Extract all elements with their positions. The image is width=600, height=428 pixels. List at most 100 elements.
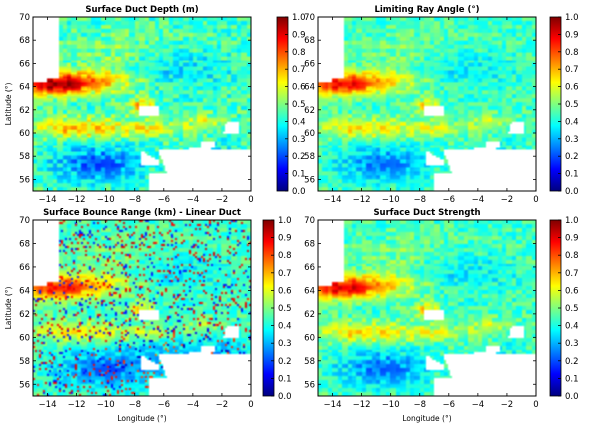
axes-frame bbox=[32, 219, 252, 397]
panel-title: Surface Duct Depth (m) bbox=[85, 5, 198, 15]
colorbar-tick-label: 0.2 bbox=[292, 152, 306, 162]
y-tick-label: 66 bbox=[19, 263, 30, 273]
y-tick-label: 68 bbox=[19, 239, 30, 249]
colorbar-tick-label: 0.6 bbox=[565, 286, 579, 296]
y-tick-label: 70 bbox=[19, 216, 30, 226]
colorbar-tick-label: 0.8 bbox=[565, 251, 579, 261]
y-tick-label: 56 bbox=[19, 175, 30, 185]
x-tick-label: −12 bbox=[353, 400, 371, 410]
colorbar-tick-label: 0.3 bbox=[278, 339, 292, 349]
colorbar-tick-label: 0.8 bbox=[292, 48, 306, 58]
heatmap-cells bbox=[33, 17, 251, 191]
y-tick-label: 58 bbox=[19, 152, 30, 162]
axes-frame bbox=[317, 16, 537, 192]
x-tick-label: −8 bbox=[413, 400, 426, 410]
colorbar: 0.0 0.1 0.2 0.3 0.4 0.5 0.6 0.7 0.8 0.9 1.0 bbox=[549, 13, 579, 197]
x-tick-label: −14 bbox=[39, 400, 57, 410]
colorbar-tick-label: 0.5 bbox=[565, 100, 579, 110]
map-panel-4: Surface Duct Strength −14 −12 −10 −8 −6 −4 −2 0 5… bbox=[304, 208, 578, 423]
y-tick-label: 56 bbox=[19, 380, 30, 390]
panel-title: Limiting Ray Angle (°) bbox=[374, 5, 479, 15]
y-tick-label: 62 bbox=[19, 310, 30, 320]
x-tick-label: −14 bbox=[324, 400, 342, 410]
y-tick-label: 60 bbox=[304, 129, 315, 139]
colorbar-tick-label: 0.0 bbox=[565, 392, 579, 402]
panel-title: Surface Duct Strength bbox=[373, 208, 480, 218]
x-tick-label: −6 bbox=[443, 400, 456, 410]
x-tick-label: 0 bbox=[533, 195, 538, 205]
x-axis-label: Longitude (°) bbox=[402, 414, 451, 423]
x-tick-label: −6 bbox=[158, 400, 171, 410]
x-axis-label: Longitude (°) bbox=[117, 414, 166, 423]
x-tick-label: 0 bbox=[248, 195, 253, 205]
colorbar-tick-label: 0.3 bbox=[565, 339, 579, 349]
colorbar-tick-label: 0.1 bbox=[565, 374, 579, 384]
x-tick-label: −4 bbox=[472, 195, 485, 205]
colorbar-tick-label: 0.9 bbox=[292, 30, 306, 40]
y-tick-label: 56 bbox=[304, 380, 315, 390]
colorbar-tick-label: 0.4 bbox=[565, 322, 579, 332]
colorbar-tick-label: 0.7 bbox=[565, 65, 579, 75]
y-tick-label: 62 bbox=[304, 310, 315, 320]
x-tick-label: −12 bbox=[353, 195, 371, 205]
colorbar: 0.0 0.1 0.2 0.3 0.4 0.5 0.6 0.7 0.8 0.9 1.0 bbox=[262, 216, 292, 402]
colorbar-tick-label: 0.7 bbox=[278, 269, 292, 279]
colorbar-tick-label: 0.7 bbox=[565, 269, 579, 279]
colorbar-tick-label: 0.5 bbox=[565, 304, 579, 314]
colorbar-tick-label: 1.0 bbox=[565, 216, 579, 226]
colorbar-tick-label: 1.0 bbox=[292, 13, 306, 23]
axes-frame bbox=[32, 16, 252, 192]
x-tick-label: −4 bbox=[472, 400, 485, 410]
colorbar-tick-label: 0.2 bbox=[278, 357, 292, 367]
y-tick-label: 66 bbox=[304, 263, 315, 273]
y-tick-label: 68 bbox=[304, 239, 315, 249]
x-tick-label: −4 bbox=[187, 195, 200, 205]
x-tick-label: −10 bbox=[97, 195, 115, 205]
x-tick-label: −8 bbox=[128, 195, 141, 205]
y-tick-label: 62 bbox=[304, 106, 315, 116]
colorbar-tick-label: 0.5 bbox=[292, 100, 306, 110]
x-tick-label: −14 bbox=[39, 195, 57, 205]
colorbar-tick-label: 0.2 bbox=[565, 357, 579, 367]
colorbar-tick-label: 0.6 bbox=[278, 286, 292, 296]
colorbar-tick-label: 0.7 bbox=[292, 65, 306, 75]
y-tick-label: 64 bbox=[304, 286, 315, 296]
colorbar-tick-label: 0.6 bbox=[565, 83, 579, 93]
y-tick-label: 66 bbox=[19, 59, 30, 69]
y-tick-label: 70 bbox=[19, 13, 30, 23]
y-axis-label: Latitude (°) bbox=[4, 287, 13, 330]
colorbar-tick-label: 0.0 bbox=[278, 392, 292, 402]
x-tick-label: −12 bbox=[68, 195, 86, 205]
colorbar-tick-label: 1.0 bbox=[278, 216, 292, 226]
colorbar-tick-label: 0.8 bbox=[565, 48, 579, 58]
x-tick-label: −14 bbox=[324, 195, 342, 205]
y-tick-label: 68 bbox=[304, 36, 315, 46]
y-tick-label: 58 bbox=[19, 357, 30, 367]
y-tick-label: 60 bbox=[19, 333, 30, 343]
colorbar-tick-label: 0.4 bbox=[278, 322, 292, 332]
x-tick-label: −10 bbox=[382, 195, 400, 205]
y-tick-label: 58 bbox=[304, 152, 315, 162]
y-tick-label: 66 bbox=[304, 59, 315, 69]
x-tick-label: −6 bbox=[443, 195, 456, 205]
colorbar-tick-label: 0.6 bbox=[292, 83, 306, 93]
axes-frame bbox=[317, 219, 537, 397]
colorbar-tick-label: 0.1 bbox=[278, 374, 292, 384]
colorbar-tick-label: 0.9 bbox=[278, 234, 292, 244]
colorbar-tick-label: 0.1 bbox=[292, 170, 306, 180]
x-tick-label: 0 bbox=[248, 400, 253, 410]
y-tick-label: 58 bbox=[304, 357, 315, 367]
colorbar-tick-label: 0.9 bbox=[565, 234, 579, 244]
x-tick-label: −4 bbox=[187, 400, 200, 410]
x-tick-label: −10 bbox=[382, 400, 400, 410]
x-tick-label: −2 bbox=[501, 400, 514, 410]
map-panel-1: Surface Duct Depth (m) −14 −12 −10 −8 −6 −4 −2 0… bbox=[4, 5, 306, 205]
colorbar-tick-label: 0.8 bbox=[278, 251, 292, 261]
x-tick-label: 0 bbox=[533, 400, 538, 410]
panel-title: Surface Bounce Range (km) - Linear Duct bbox=[43, 208, 241, 218]
y-axis-label: Latitude (°) bbox=[4, 83, 13, 126]
x-tick-label: −8 bbox=[128, 400, 141, 410]
colorbar: 0.0 0.1 0.2 0.3 0.4 0.5 0.6 0.7 0.8 0.9 1.0 bbox=[276, 13, 306, 197]
y-tick-label: 70 bbox=[304, 13, 315, 23]
